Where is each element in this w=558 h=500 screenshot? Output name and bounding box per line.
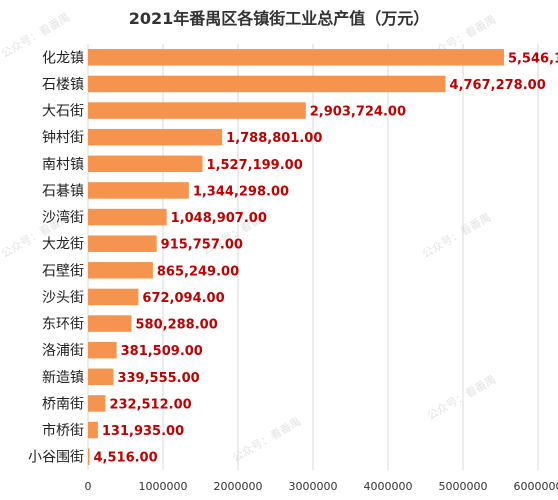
- category-label: 新造镇: [42, 370, 84, 386]
- x-tick-label: 4000000: [364, 480, 413, 493]
- watermark: 公众号：看番禺: [420, 210, 494, 261]
- category-label: 化龙镇: [42, 50, 84, 66]
- bar: [88, 315, 132, 332]
- category-label: 沙湾街: [42, 209, 84, 226]
- x-tick-label: 1000000: [139, 480, 188, 493]
- data-label: 2,903,724.00: [310, 105, 406, 120]
- data-label: 1,788,801.00: [226, 131, 322, 146]
- x-tick-label: 5000000: [439, 480, 488, 493]
- category-label: 桥南街: [42, 396, 84, 412]
- bar: [88, 235, 157, 252]
- data-label: 1,048,907.00: [171, 211, 267, 226]
- category-label: 南村镇: [42, 157, 84, 173]
- bar: [88, 155, 203, 173]
- data-label: 865,249.00: [157, 264, 239, 279]
- category-label: 石壁街: [42, 263, 84, 279]
- category-label: 石楼镇: [42, 77, 84, 93]
- data-label: 915,757.00: [161, 238, 243, 253]
- bars: [88, 49, 504, 465]
- bar: [88, 448, 90, 465]
- data-label: 232,512.00: [109, 397, 191, 412]
- category-label: 洛浦街: [42, 343, 84, 359]
- chart-title: 2021年番禺区各镇街工业总产值（万元）: [129, 9, 430, 28]
- watermark: 公众号：看番禺: [230, 414, 304, 465]
- watermark: 公众号：看番禺: [425, 372, 499, 423]
- x-tick-label: 3000000: [289, 480, 338, 493]
- category-label: 石碁镇: [42, 183, 84, 199]
- data-label: 131,935.00: [102, 424, 184, 439]
- category-label: 东环街: [42, 317, 84, 333]
- data-label: 1,527,199.00: [207, 158, 303, 173]
- data-label: 4,516.00: [94, 451, 158, 466]
- category-labels: 化龙镇石楼镇大石街钟村街南村镇石碁镇沙湾街大龙街石壁街沙头街东环街洛浦街新造镇桥…: [28, 50, 84, 465]
- category-label: 市桥街: [42, 422, 84, 439]
- category-label: 小谷围街: [28, 450, 84, 466]
- bar: [88, 262, 153, 279]
- x-tick-label: 6000000: [514, 480, 558, 493]
- data-label: 580,288.00: [136, 318, 218, 333]
- bar: [88, 341, 117, 359]
- bar: [88, 182, 189, 199]
- data-label: 381,509.00: [121, 344, 203, 359]
- bar: [88, 75, 446, 93]
- bar: [88, 128, 223, 146]
- bar: [88, 288, 139, 306]
- data-label: 672,094.00: [142, 291, 224, 306]
- x-axis-ticks: 0 1000000 2000000 3000000 4000000 5000000 6000…: [85, 480, 558, 493]
- data-label: 5,546,190.00: [508, 51, 558, 66]
- category-label: 大龙街: [42, 237, 84, 253]
- x-tick-label: 2000000: [214, 480, 263, 493]
- x-tick-label: 0: [85, 480, 92, 493]
- bar: [88, 395, 106, 412]
- bar: [88, 421, 98, 439]
- bar: [88, 368, 114, 386]
- data-label: 339,555.00: [117, 371, 199, 386]
- data-label: 4,767,278.00: [450, 78, 546, 93]
- bar: [88, 208, 167, 226]
- bar: [88, 49, 504, 66]
- category-label: 沙头街: [42, 290, 84, 306]
- category-label: 大石街: [42, 104, 84, 120]
- bar: [88, 102, 306, 119]
- data-labels: 5,546,190.00 4,767,278.00 2,903,724.00 1,78…: [94, 51, 558, 465]
- data-label: 1,344,298.00: [193, 184, 289, 199]
- category-label: 钟村街: [42, 129, 84, 146]
